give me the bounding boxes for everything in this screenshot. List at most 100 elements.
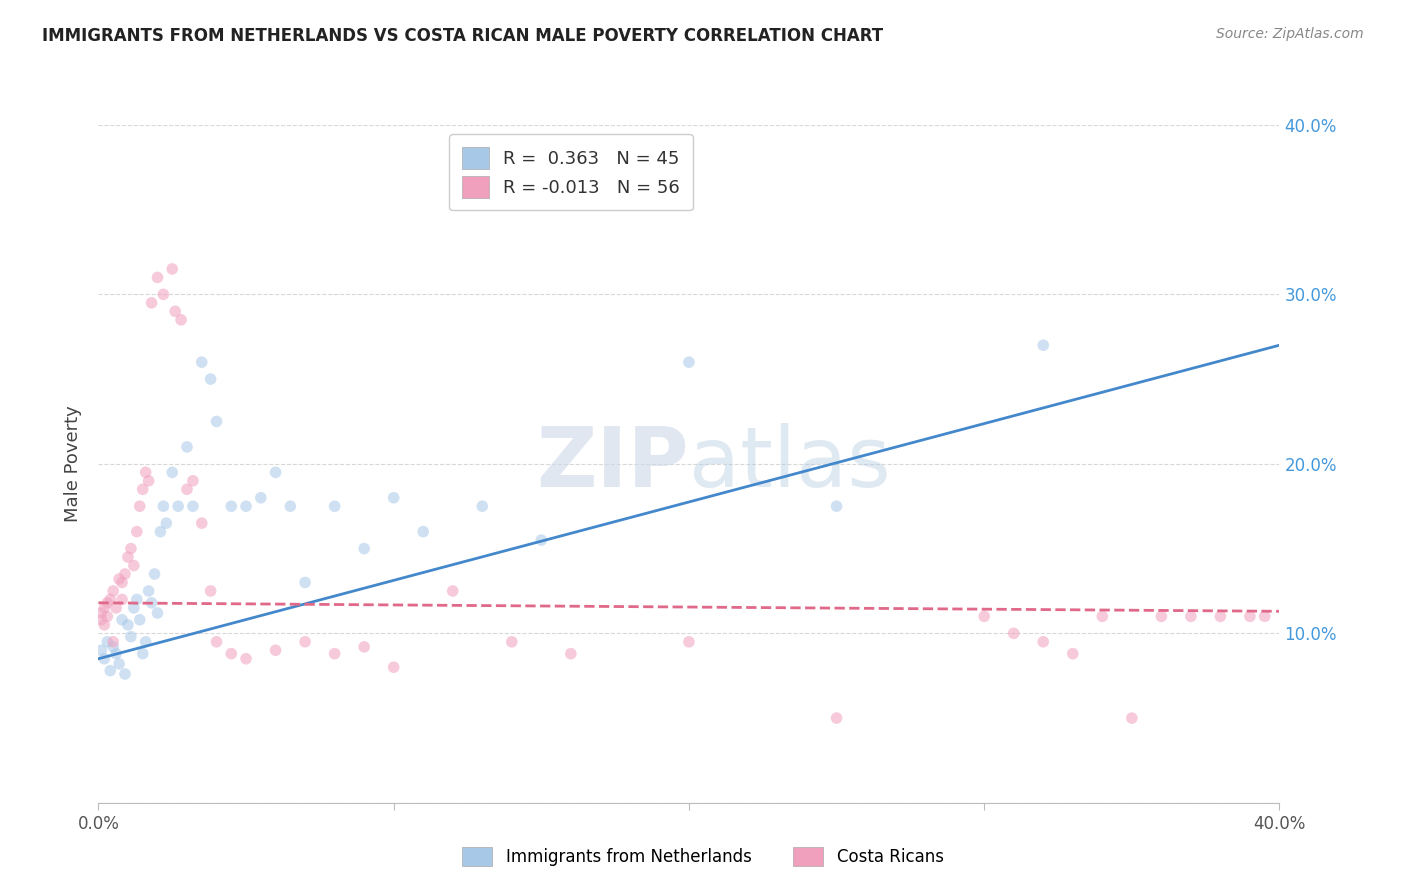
Point	[162, 262, 183, 277]
Point	[825, 711, 848, 725]
Text: ZIP: ZIP	[537, 424, 689, 504]
Point	[353, 640, 375, 654]
Point	[323, 500, 346, 514]
Point	[105, 601, 128, 615]
Point	[323, 647, 346, 661]
Point	[264, 643, 287, 657]
Point	[560, 647, 582, 661]
Point	[117, 549, 139, 565]
Point	[165, 304, 187, 318]
Point	[412, 524, 434, 539]
Point	[105, 647, 128, 661]
Point	[176, 483, 198, 497]
Text: Source: ZipAtlas.com: Source: ZipAtlas.com	[1216, 27, 1364, 41]
Point	[441, 584, 464, 599]
Point	[114, 667, 136, 681]
Point	[1002, 626, 1025, 640]
Point	[149, 524, 172, 539]
Point	[125, 592, 148, 607]
Point	[146, 606, 169, 620]
Point	[128, 500, 150, 514]
Point	[93, 601, 115, 615]
Point	[200, 372, 222, 386]
Point	[205, 635, 228, 649]
Point	[471, 500, 494, 514]
Point	[152, 500, 174, 514]
Point	[103, 584, 125, 599]
Point	[141, 596, 163, 610]
Y-axis label: Male Poverty: Male Poverty	[65, 406, 83, 522]
Point	[132, 647, 155, 661]
Point	[122, 558, 145, 573]
Point	[501, 635, 523, 649]
Text: IMMIGRANTS FROM NETHERLANDS VS COSTA RICAN MALE POVERTY CORRELATION CHART: IMMIGRANTS FROM NETHERLANDS VS COSTA RIC…	[42, 27, 883, 45]
Point	[191, 516, 214, 530]
Point	[90, 643, 112, 657]
Point	[122, 601, 145, 615]
Point	[176, 440, 198, 454]
Point	[1062, 647, 1084, 661]
Point	[132, 483, 155, 497]
Point	[294, 575, 316, 590]
Point	[108, 657, 131, 671]
Point	[181, 474, 204, 488]
Point	[125, 524, 148, 539]
Point	[1032, 338, 1054, 352]
Legend: R =  0.363   N = 45, R = -0.013   N = 56: R = 0.363 N = 45, R = -0.013 N = 56	[449, 134, 693, 211]
Point	[167, 500, 190, 514]
Point	[200, 584, 222, 599]
Point	[264, 466, 287, 480]
Point	[90, 606, 112, 620]
Point	[111, 592, 134, 607]
Point	[1239, 609, 1261, 624]
Point	[146, 270, 169, 285]
Point	[219, 647, 242, 661]
Point	[382, 660, 405, 674]
Point	[162, 466, 183, 480]
Point	[278, 500, 302, 514]
Point	[96, 635, 118, 649]
Point	[170, 313, 193, 327]
Point	[205, 415, 228, 429]
Point	[114, 567, 136, 582]
Point	[93, 651, 115, 665]
Point	[1091, 609, 1114, 624]
Point	[191, 355, 214, 369]
Point	[117, 618, 139, 632]
Point	[111, 613, 134, 627]
Point	[973, 609, 995, 624]
Point	[250, 491, 273, 505]
Point	[1032, 635, 1054, 649]
Point	[135, 635, 157, 649]
Point	[530, 533, 553, 548]
Point	[678, 635, 700, 649]
Point	[138, 584, 160, 599]
Point	[1121, 711, 1143, 725]
Legend: Immigrants from Netherlands, Costa Ricans: Immigrants from Netherlands, Costa Rican…	[454, 838, 952, 875]
Point	[103, 640, 125, 654]
Point	[678, 355, 700, 369]
Point	[98, 592, 121, 607]
Point	[143, 567, 166, 582]
Point	[294, 635, 316, 649]
Point	[138, 474, 160, 488]
Point	[128, 613, 150, 627]
Point	[90, 613, 112, 627]
Point	[103, 635, 125, 649]
Point	[219, 500, 242, 514]
Point	[235, 651, 257, 665]
Point	[96, 596, 118, 610]
Point	[235, 500, 257, 514]
Point	[382, 491, 405, 505]
Point	[1209, 609, 1232, 624]
Point	[93, 618, 115, 632]
Point	[1180, 609, 1202, 624]
Point	[353, 541, 375, 556]
Point	[152, 287, 174, 301]
Point	[135, 466, 157, 480]
Point	[181, 500, 204, 514]
Point	[120, 630, 142, 644]
Point	[825, 500, 848, 514]
Point	[98, 664, 121, 678]
Point	[1150, 609, 1173, 624]
